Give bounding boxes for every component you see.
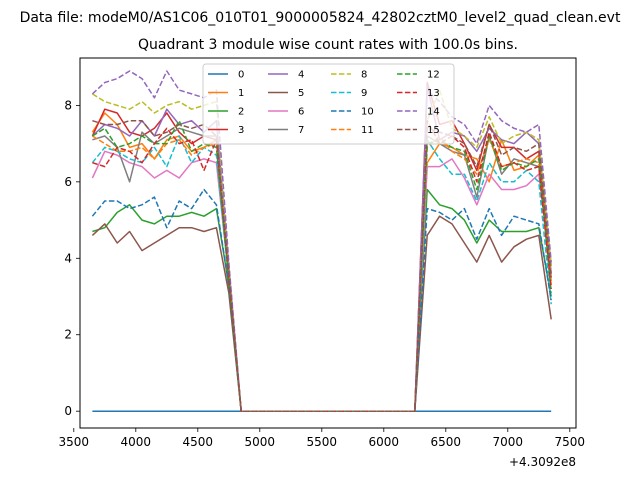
series-line-2 [92, 188, 552, 412]
legend-label-1: 1 [238, 88, 244, 99]
x-tick-label: 6000 [369, 435, 400, 449]
x-tick-label: 5000 [245, 435, 276, 449]
legend-label-13: 13 [427, 88, 440, 99]
legend-label-11: 11 [361, 125, 374, 136]
legend-box [202, 63, 455, 145]
series-line-12 [92, 119, 552, 412]
legend-label-6: 6 [298, 107, 304, 118]
y-tick-label: 2 [64, 328, 72, 342]
series-line-5 [91, 215, 552, 412]
series-line-6 [91, 150, 552, 412]
series-line-7 [92, 127, 552, 412]
x-tick-label: 7500 [555, 435, 586, 449]
legend-label-7: 7 [298, 125, 304, 136]
legend-label-0: 0 [238, 70, 244, 81]
legend-label-4: 4 [298, 70, 304, 81]
y-tick-label: 4 [64, 251, 72, 265]
figure-suptitle: Data file: modeM0/AS1C06_010T01_90000058… [20, 10, 621, 26]
series-line-13 [92, 119, 552, 412]
y-tick-label: 0 [64, 404, 72, 418]
series-line-15 [92, 119, 552, 412]
series-line-11 [92, 135, 552, 412]
legend-label-15: 15 [427, 125, 440, 136]
x-tick-label: 6500 [431, 435, 462, 449]
legend-label-3: 3 [238, 125, 244, 136]
plot-area: 3500 4000 4500 5000 5500 6000 6500 7000 7500 0 2 4 6… [59, 70, 586, 449]
x-offset-label: +4.3092e8 [509, 455, 576, 469]
x-tick-label: 3500 [59, 435, 90, 449]
legend-label-14: 14 [427, 107, 440, 118]
axes-frame [79, 57, 577, 429]
legend-label-2: 2 [238, 107, 244, 118]
legend-label-9: 9 [361, 88, 367, 99]
series-line-9 [91, 135, 552, 412]
x-tick-label: 4500 [183, 435, 214, 449]
y-tick-label: 8 [64, 98, 72, 112]
x-tick-label: 5500 [307, 435, 338, 449]
legend-label-8: 8 [361, 70, 367, 81]
chart-title: Quadrant 3 module wise count rates with … [138, 37, 518, 53]
legend-label-5: 5 [298, 88, 304, 99]
series-line-10 [91, 188, 552, 412]
x-tick-label: 4000 [121, 435, 152, 449]
y-tick-label: 6 [64, 175, 72, 189]
x-tick-label: 7000 [493, 435, 524, 449]
legend-label-12: 12 [427, 70, 440, 81]
legend-label-10: 10 [361, 107, 374, 118]
